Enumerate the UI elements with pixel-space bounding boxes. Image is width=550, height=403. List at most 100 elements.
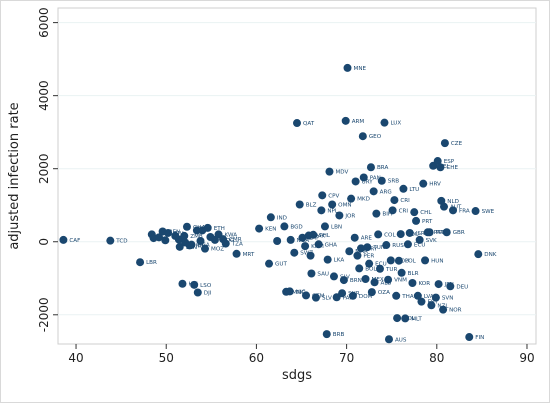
y-axis-ticks: -2000 0 2000 4000 6000 — [37, 7, 58, 332]
data-point — [311, 293, 320, 302]
point-label: GHA — [193, 225, 206, 231]
data-point — [357, 244, 366, 253]
data-point — [203, 223, 212, 232]
data-point — [302, 291, 311, 300]
y-tick-label: 2000 — [37, 153, 51, 184]
point-label: CIV — [174, 231, 184, 237]
data-point — [393, 314, 402, 323]
data-point — [410, 208, 419, 217]
x-tick-label: 90 — [519, 351, 534, 365]
data-point — [412, 216, 421, 225]
data-point — [285, 287, 294, 296]
data-point — [363, 243, 372, 252]
point-label: QAT — [303, 121, 315, 127]
point-label: NGA — [297, 238, 310, 244]
point-label: CZE — [451, 141, 463, 147]
point-label: KOR — [418, 281, 430, 287]
data-point — [380, 118, 389, 127]
data-point — [369, 187, 378, 196]
data-point — [190, 280, 199, 289]
data-point — [255, 224, 264, 233]
y-tick-label: 6000 — [37, 7, 51, 38]
point-label: TUN — [372, 245, 385, 251]
point-label: FRA — [459, 208, 470, 214]
data-point — [325, 167, 334, 176]
data-point — [348, 291, 357, 300]
point-label: ECU — [414, 242, 426, 248]
point-label: DJI — [204, 291, 212, 297]
point-label: BOL — [365, 266, 377, 272]
point-label: ARM — [352, 119, 365, 125]
data-point — [396, 230, 405, 239]
data-point — [403, 240, 412, 249]
point-label: GBR — [453, 230, 465, 236]
point-label: LBR — [146, 260, 157, 266]
data-point — [394, 256, 403, 265]
point-label: CMR — [229, 237, 242, 243]
point-labels: CAF TCDLBRBENCIVSENHTIZMBGHANPLUGALSODJIM… — [69, 66, 496, 343]
data-point — [221, 239, 230, 248]
point-label: DNK — [484, 252, 496, 258]
point-label: KWA — [225, 232, 238, 238]
data-point — [265, 259, 274, 268]
data-point — [201, 244, 210, 253]
point-label: PRT — [434, 230, 445, 236]
data-point — [471, 207, 480, 216]
data-point — [372, 209, 381, 218]
point-label: MAR — [355, 249, 368, 255]
point-label: ALB — [381, 280, 392, 286]
data-point — [434, 280, 443, 289]
x-tick-label: 50 — [159, 351, 174, 365]
point-label: UGA — [197, 243, 209, 249]
data-point — [175, 242, 184, 251]
point-label: MEX — [372, 277, 384, 283]
point-label: NOR — [449, 308, 462, 314]
point-label: GHA — [325, 242, 338, 248]
point-label: PRT — [436, 230, 447, 236]
x-tick-label: 60 — [249, 351, 264, 365]
data-point — [351, 177, 360, 186]
point-label: SWE — [482, 209, 495, 215]
data-point — [323, 255, 332, 264]
data-point — [164, 228, 173, 237]
point-label: URY — [362, 179, 374, 185]
point-label: TUR — [385, 267, 398, 273]
y-tick-label: -2000 — [37, 297, 51, 332]
point-label: ISR — [416, 231, 425, 237]
data-point — [180, 231, 189, 240]
data-point — [301, 242, 310, 251]
data-point — [440, 202, 449, 211]
point-label: SLV — [322, 296, 332, 302]
data-point — [417, 297, 426, 306]
x-tick-label: 40 — [68, 351, 83, 365]
data-point — [232, 249, 241, 258]
point-label: CHL — [420, 210, 432, 216]
data-point — [433, 157, 442, 166]
data-point — [358, 132, 367, 141]
point-label: SVK — [426, 238, 437, 244]
point-label: BLR — [408, 271, 419, 277]
data-point — [350, 233, 359, 242]
x-tick-label: 70 — [339, 351, 354, 365]
data-point — [431, 293, 440, 302]
data-point — [59, 235, 68, 244]
point-label: CPV — [328, 193, 339, 199]
point-label: ZAF — [308, 236, 319, 242]
point-label: LTU — [409, 187, 419, 193]
point-label: MLT — [411, 316, 422, 322]
data-point — [295, 200, 304, 209]
y-tick-label: 4000 — [37, 80, 51, 111]
point-label: MNE — [354, 66, 367, 72]
data-point — [322, 330, 331, 339]
point-label: PRY — [367, 246, 378, 252]
point-label: HUN — [431, 258, 444, 264]
data-point — [408, 279, 417, 288]
data-point — [196, 237, 205, 246]
data-point — [314, 240, 323, 249]
data-point — [290, 248, 299, 257]
point-label: DOL — [403, 316, 416, 322]
point-label: LSO — [200, 283, 212, 289]
point-label: ETH — [214, 226, 225, 232]
data-point — [339, 276, 348, 285]
point-label: FIN — [475, 335, 484, 341]
